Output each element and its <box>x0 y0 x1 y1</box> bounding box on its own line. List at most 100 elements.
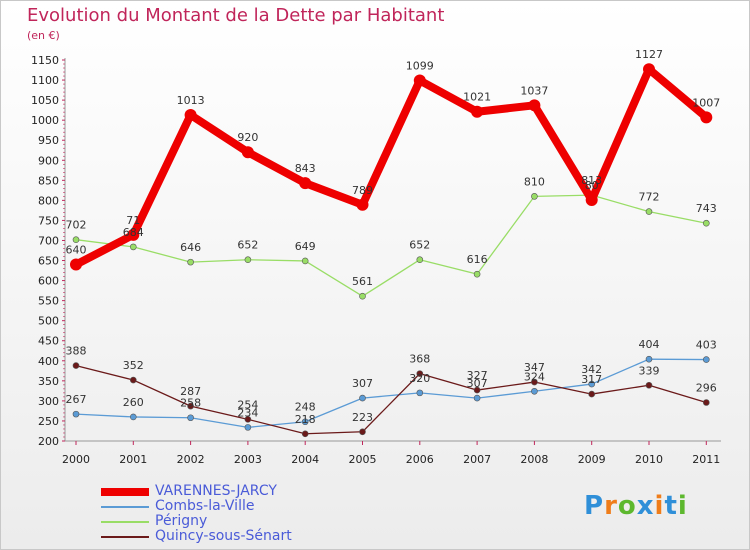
legend: VARENNES-JARCY Combs-la-Ville Périgny Quinc… <box>101 484 292 544</box>
y-tick-label: 400 <box>38 355 59 368</box>
legend-item: Périgny <box>101 514 292 529</box>
logo-letter: P <box>584 491 605 521</box>
data-label-0: 1127 <box>635 48 663 61</box>
data-label-1: 342 <box>581 363 602 376</box>
series-point-1 <box>72 410 80 418</box>
series-point-2 <box>301 257 309 265</box>
series-point-3 <box>645 381 653 389</box>
series-point-1 <box>416 389 424 397</box>
x-tick-label: 2001 <box>119 453 147 466</box>
data-label-1: 307 <box>467 377 488 390</box>
series-point-2 <box>359 292 366 300</box>
series-point-1 <box>244 424 252 431</box>
data-label-2: 652 <box>237 239 258 252</box>
data-label-2: 561 <box>352 275 373 288</box>
legend-item: VARENNES-JARCY <box>101 484 292 499</box>
series-point-2 <box>645 208 653 215</box>
proxiti-logo: Proxiti <box>584 491 688 521</box>
series-point-1 <box>359 394 366 402</box>
series-line-3 <box>75 364 707 435</box>
series-point-0 <box>528 99 541 112</box>
data-label-2: 652 <box>409 239 430 252</box>
series-point-1 <box>187 414 194 422</box>
y-tick-label: 450 <box>38 335 59 348</box>
x-tick-label: 2007 <box>463 453 491 466</box>
y-tick-label: 650 <box>38 255 59 268</box>
series-point-2 <box>244 256 252 264</box>
series-line-1 <box>75 358 707 429</box>
y-tick-label: 750 <box>38 214 59 227</box>
data-label-0: 71 <box>126 214 140 227</box>
legend-label: Quincy-sous-Sénart <box>155 528 292 544</box>
y-tick-label: 900 <box>38 154 59 167</box>
logo-letter: o <box>617 491 637 521</box>
x-tick-label: 2002 <box>177 453 205 466</box>
data-label-2: 810 <box>524 175 545 188</box>
series-point-3 <box>359 428 366 436</box>
series-point-2 <box>130 243 137 251</box>
series-point-1 <box>130 413 137 421</box>
series-point-1 <box>588 380 596 388</box>
data-label-0: 843 <box>295 162 316 175</box>
series-point-2 <box>702 219 710 227</box>
data-label-1: 403 <box>696 339 717 352</box>
data-label-2: 743 <box>696 202 717 215</box>
data-label-3: 254 <box>237 398 258 411</box>
legend-item: Quincy-sous-Sénart <box>101 529 292 544</box>
series-point-1 <box>645 355 653 363</box>
series-point-0 <box>700 111 713 124</box>
legend-swatch <box>101 505 149 508</box>
series-point-0 <box>127 228 140 241</box>
series-line-2 <box>75 194 707 297</box>
data-label-0: 1037 <box>520 84 548 97</box>
y-tick-label: 1000 <box>31 114 59 127</box>
data-label-1: 260 <box>123 396 144 409</box>
y-tick-label: 1100 <box>31 74 59 87</box>
series-point-0 <box>471 105 484 118</box>
x-tick-label: 2004 <box>291 453 319 466</box>
series-point-1 <box>301 418 309 426</box>
series-point-3 <box>531 378 538 386</box>
logo-letter: i <box>677 491 688 521</box>
logo-letter: r <box>604 491 618 521</box>
data-label-1: 234 <box>237 406 258 419</box>
logo-letter: t <box>664 491 678 521</box>
series-point-0 <box>70 258 82 271</box>
data-label-3: 368 <box>409 353 430 366</box>
logo-letter: x <box>636 491 655 521</box>
data-label-0: 1099 <box>406 59 434 72</box>
y-tick-label: 200 <box>38 435 59 448</box>
y-tick-label: 1050 <box>31 94 59 107</box>
series-point-2 <box>72 236 80 243</box>
data-label-3: 388 <box>66 345 87 358</box>
series-point-0 <box>241 146 254 159</box>
y-tick-label: 550 <box>38 295 59 308</box>
logo-letter: i <box>654 491 665 521</box>
series-point-2 <box>473 270 481 278</box>
data-label-1: 404 <box>639 338 660 351</box>
legend-label: Périgny <box>155 513 208 529</box>
legend-swatch <box>101 487 149 496</box>
x-tick-label: 2010 <box>635 453 663 466</box>
x-tick-label: 2009 <box>578 453 606 466</box>
series-point-2 <box>531 193 538 200</box>
legend-swatch <box>101 535 149 538</box>
series-point-3 <box>702 399 710 406</box>
series-point-3 <box>301 430 309 438</box>
legend-label: VARENNES-JARCY <box>155 483 277 499</box>
legend-item: Combs-la-Ville <box>101 499 292 514</box>
series-point-3 <box>72 362 80 369</box>
series-point-0 <box>356 198 369 211</box>
series-point-0 <box>643 63 655 76</box>
y-tick-label: 250 <box>38 415 59 428</box>
series-point-0 <box>413 74 426 87</box>
data-label-0: 1007 <box>692 96 720 109</box>
data-label-0: 640 <box>66 244 87 257</box>
series-point-1 <box>473 394 481 402</box>
data-label-0: 80 <box>585 179 599 192</box>
data-label-0: 920 <box>237 131 258 144</box>
series-point-0 <box>299 177 312 190</box>
x-tick-label: 2003 <box>234 453 262 466</box>
series-point-0 <box>184 108 197 121</box>
